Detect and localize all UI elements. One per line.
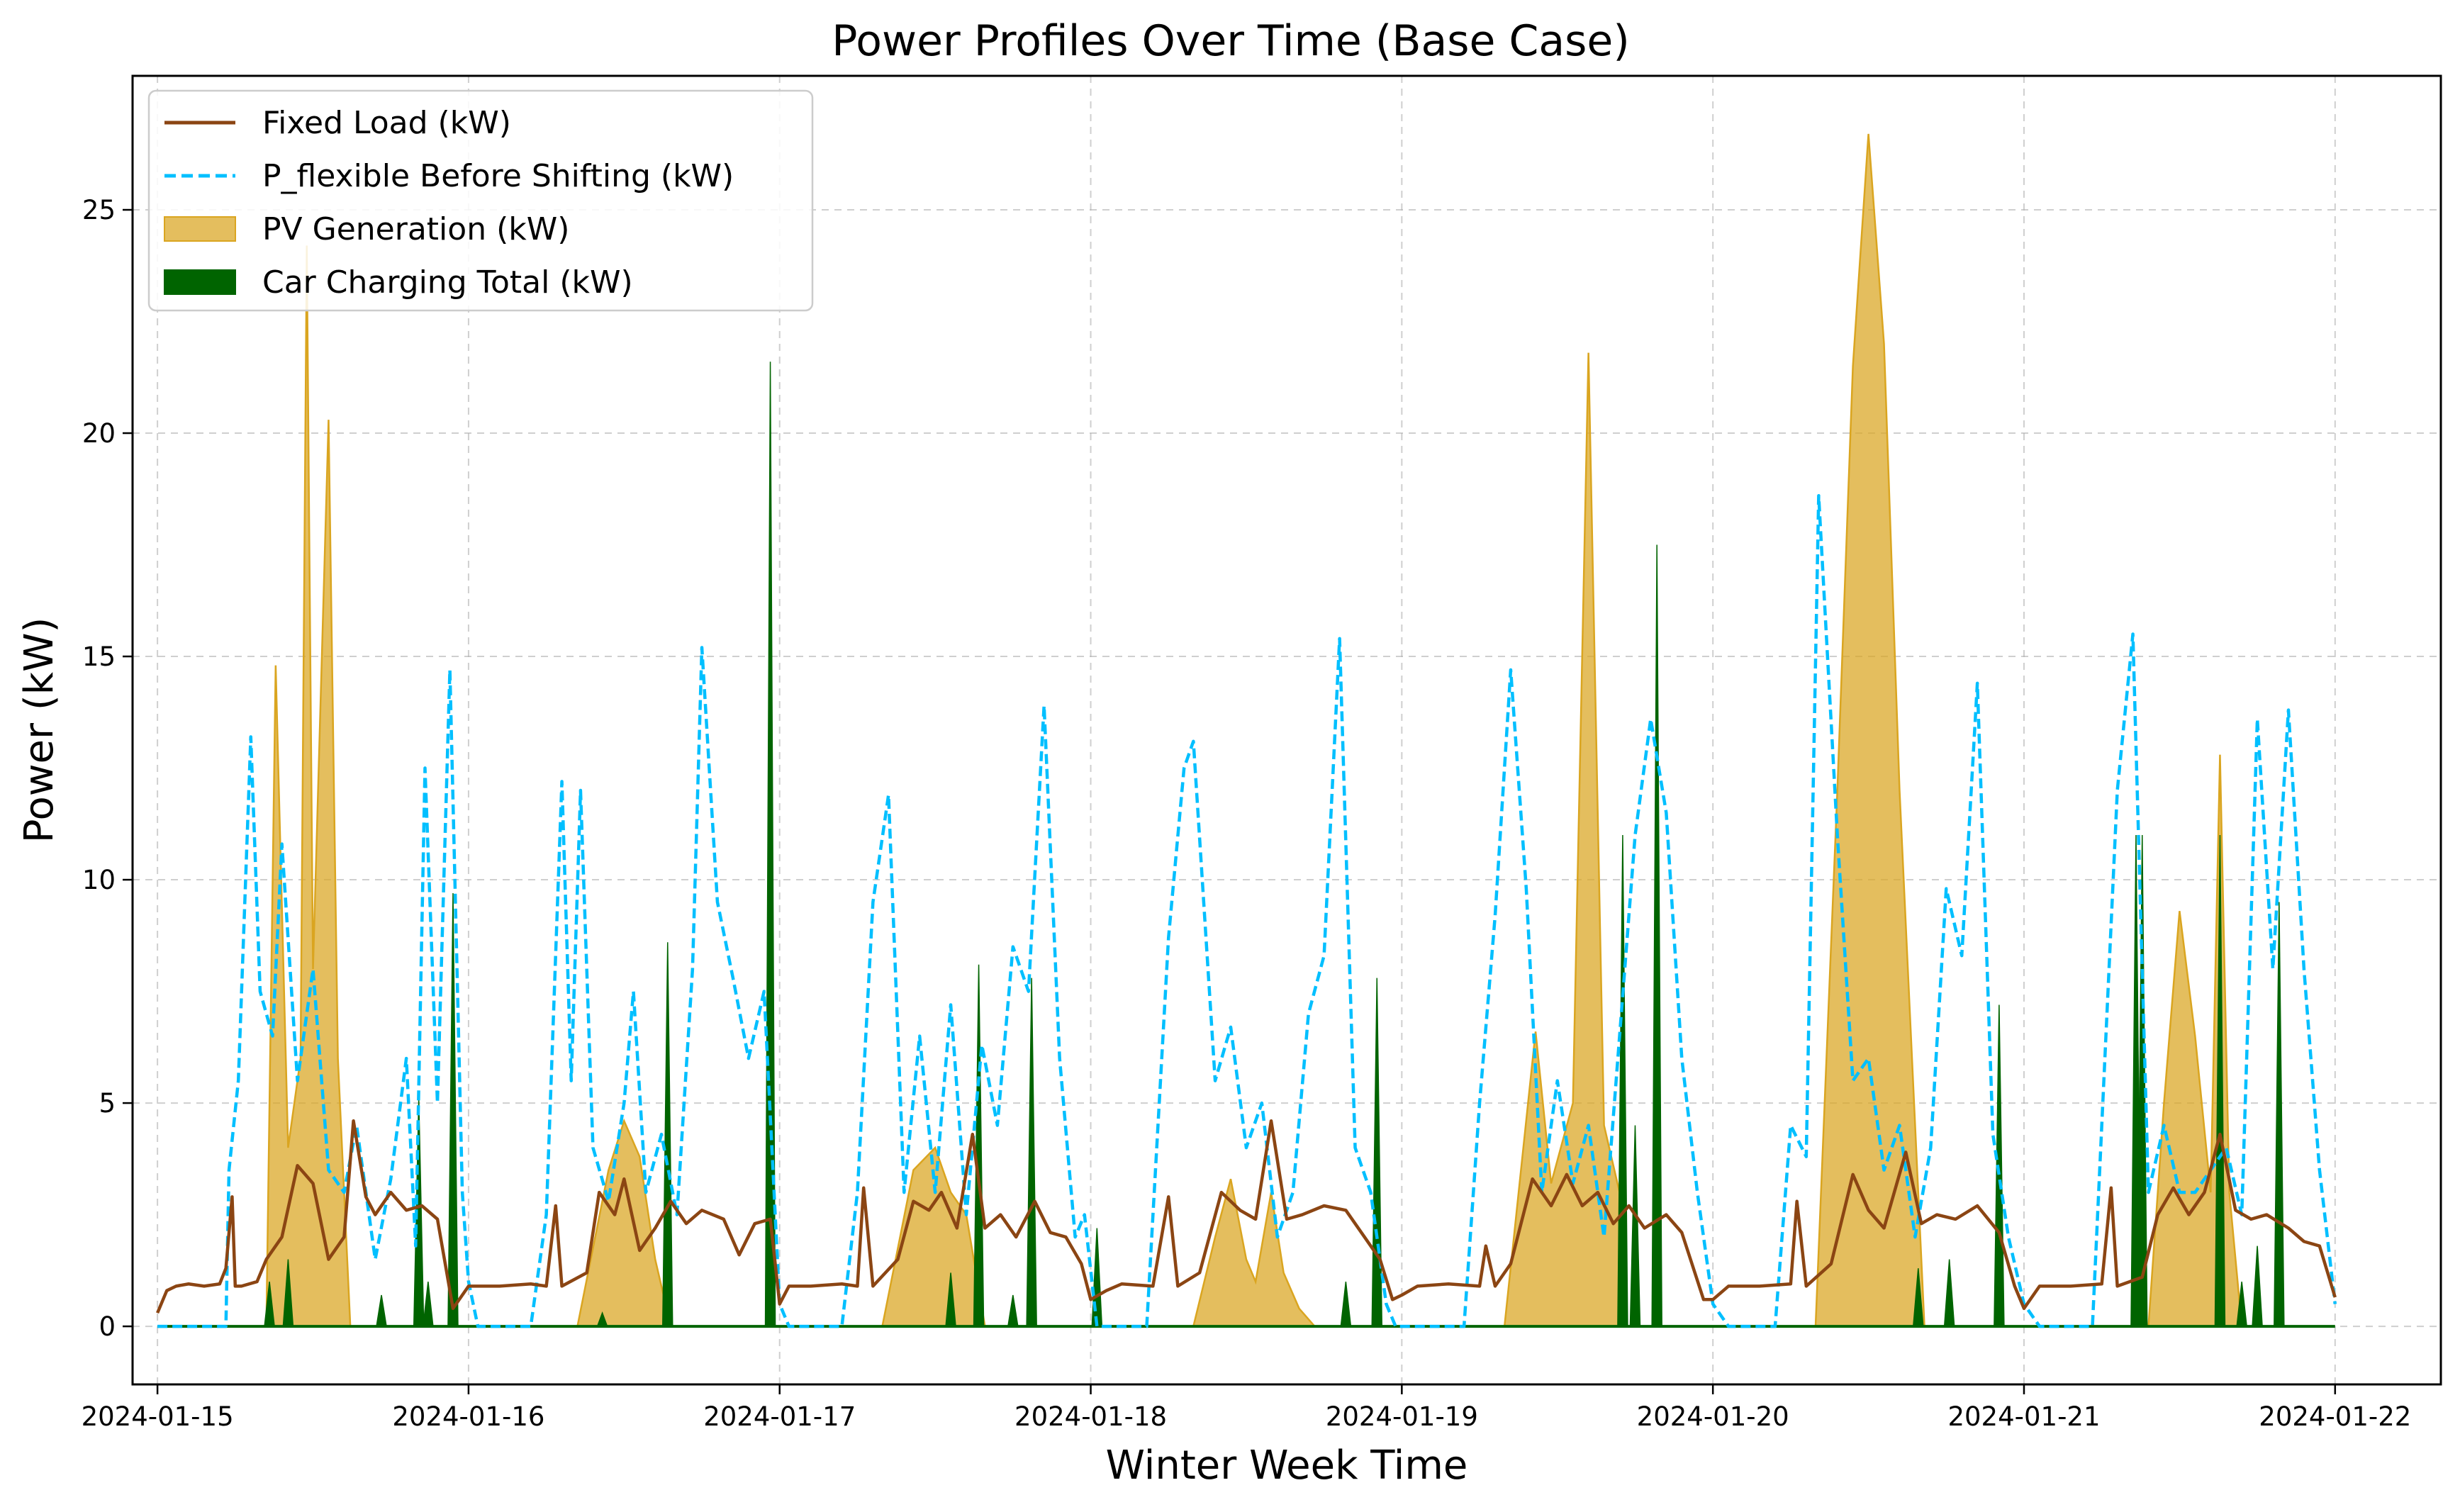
pv-generation-area: [1814, 133, 1925, 1328]
car-charging-spike: [1026, 978, 1037, 1327]
p-flexible-line: [157, 493, 2337, 1328]
legend-label: PV Generation (kW): [262, 211, 569, 247]
car-charging-spike: [1629, 1125, 1641, 1327]
chart-title: Power Profiles Over Time (Base Case): [832, 16, 1630, 66]
y-tick-label: 10: [82, 865, 116, 895]
plot-area: [156, 133, 2337, 1328]
car-charging-spike: [662, 942, 673, 1327]
car-charging-spike: [282, 1259, 294, 1327]
x-tick-label: 2024-01-20: [1637, 1401, 1789, 1432]
x-tick-label: 2024-01-16: [392, 1401, 544, 1432]
legend-label: Car Charging Total (kW): [262, 264, 633, 301]
car-charging-spike: [764, 362, 776, 1327]
fixed-load-line: [156, 1119, 2337, 1314]
car-charging-spike: [1651, 544, 1662, 1327]
car-charging-spike: [447, 892, 459, 1327]
y-tick-label: 0: [99, 1311, 116, 1342]
car-charging-spike: [1007, 1294, 1019, 1327]
y-tick-label: 15: [82, 642, 116, 672]
car-charging-spike: [423, 1282, 434, 1327]
pv-generation-area: [1192, 1178, 1317, 1328]
car-charging-spike: [1912, 1268, 1924, 1327]
car-charging-spike: [2252, 1245, 2263, 1327]
car-charging-spike: [1617, 835, 1628, 1327]
x-tick-label: 2024-01-15: [82, 1401, 234, 1432]
legend-label: Fixed Load (kW): [262, 105, 511, 141]
car-charging-spike: [1943, 1259, 1955, 1327]
legend-label: P_flexible Before Shifting (kW): [262, 158, 734, 194]
car-charging-spike: [1371, 978, 1383, 1327]
car-charging-spike: [376, 1294, 387, 1327]
legend-swatch-3: [164, 269, 236, 295]
plot-frame: [131, 74, 2442, 1386]
car-charging-spike: [2236, 1282, 2247, 1327]
x-tick-label: 2024-01-17: [703, 1401, 856, 1432]
x-tick-label: 2024-01-18: [1014, 1401, 1167, 1432]
y-tick-label: 25: [82, 195, 116, 225]
legend-box: [147, 89, 814, 312]
legend-swatch-2: [164, 216, 236, 242]
x-axis-label: Winter Week Time: [1106, 1443, 1468, 1489]
y-axis-label: Power (kW): [16, 617, 62, 844]
car-charging-spike: [945, 1272, 956, 1327]
car-charging-spike: [973, 964, 985, 1327]
x-tick-label: 2024-01-19: [1326, 1401, 1478, 1432]
car-charging-spike: [596, 1311, 608, 1327]
axes-ticks: 2024-01-15 2024-01-16 2024-01-17 2024-01-18…: [82, 195, 2412, 1432]
y-tick-label: 5: [99, 1088, 116, 1119]
car-charging-spike: [1340, 1282, 1352, 1327]
y-tick-label: 20: [82, 418, 116, 449]
x-tick-label: 2024-01-21: [1947, 1401, 2100, 1432]
x-tick-label: 2024-01-22: [2259, 1401, 2411, 1432]
car-charging-spike: [2214, 835, 2226, 1327]
car-charging-spike: [264, 1282, 275, 1327]
legend: Fixed Load (kW) P_flexible Before Shiftin…: [147, 89, 814, 312]
